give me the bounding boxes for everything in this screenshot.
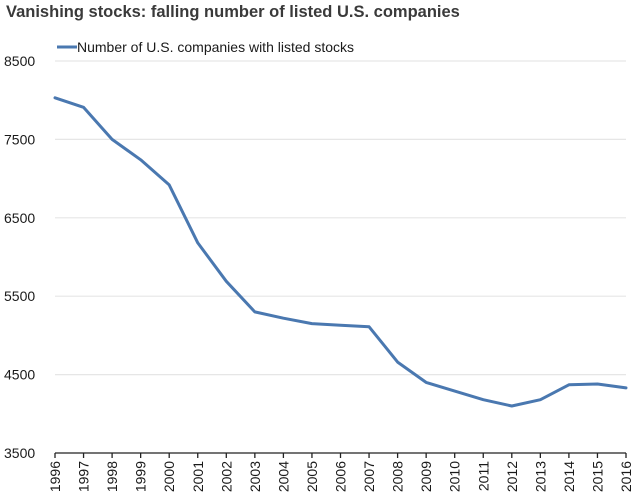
x-tick-label: 2005: [304, 461, 320, 492]
x-tick-label: 2000: [161, 461, 177, 492]
chart-title: Vanishing stocks: falling number of list…: [6, 3, 460, 21]
x-tick-label: 2001: [190, 461, 206, 492]
x-tick-label: 2011: [475, 461, 491, 491]
legend-label: Number of U.S. companies with listed sto…: [77, 39, 354, 55]
x-tick-label: 2013: [532, 461, 548, 492]
y-tick-label: 3500: [4, 445, 35, 461]
x-tick-label: 1998: [104, 461, 120, 492]
y-tick-label: 4500: [4, 367, 35, 383]
y-tick-label: 6500: [4, 210, 35, 226]
x-tick-label: 2002: [218, 461, 234, 492]
x-tick-label: 1999: [133, 461, 149, 492]
x-axis: 1996 1997 1998 1999 2000 2001 2002 2003 2004 2005…: [47, 452, 634, 492]
x-tick-label: 2006: [333, 461, 349, 492]
x-tick-label: 1996: [47, 461, 63, 492]
x-tick-label: 2010: [447, 461, 463, 492]
legend: Number of U.S. companies with listed sto…: [57, 39, 354, 55]
x-tick-label: 2007: [361, 461, 377, 492]
y-tick-label: 8500: [4, 53, 35, 69]
y-tick-label: 5500: [4, 288, 35, 304]
x-tick-label: 2015: [589, 461, 605, 492]
x-tick-label: 2004: [275, 461, 291, 492]
x-tick-label: 1997: [76, 461, 92, 492]
x-tick-label: 2014: [561, 461, 577, 492]
series-layer: [53, 96, 628, 408]
y-axis: 3500 4500 5500 6500 7500 8500: [4, 53, 35, 461]
x-tick-label: 2012: [504, 461, 520, 492]
gridlines: [55, 60, 626, 376]
x-tick-label: 2009: [418, 461, 434, 492]
y-tick-label: 7500: [4, 131, 35, 147]
series-line: [53, 96, 628, 408]
x-tick-label: 2016: [618, 461, 634, 492]
x-tick-label: 2003: [247, 461, 263, 492]
x-tick-label: 2008: [390, 461, 406, 492]
